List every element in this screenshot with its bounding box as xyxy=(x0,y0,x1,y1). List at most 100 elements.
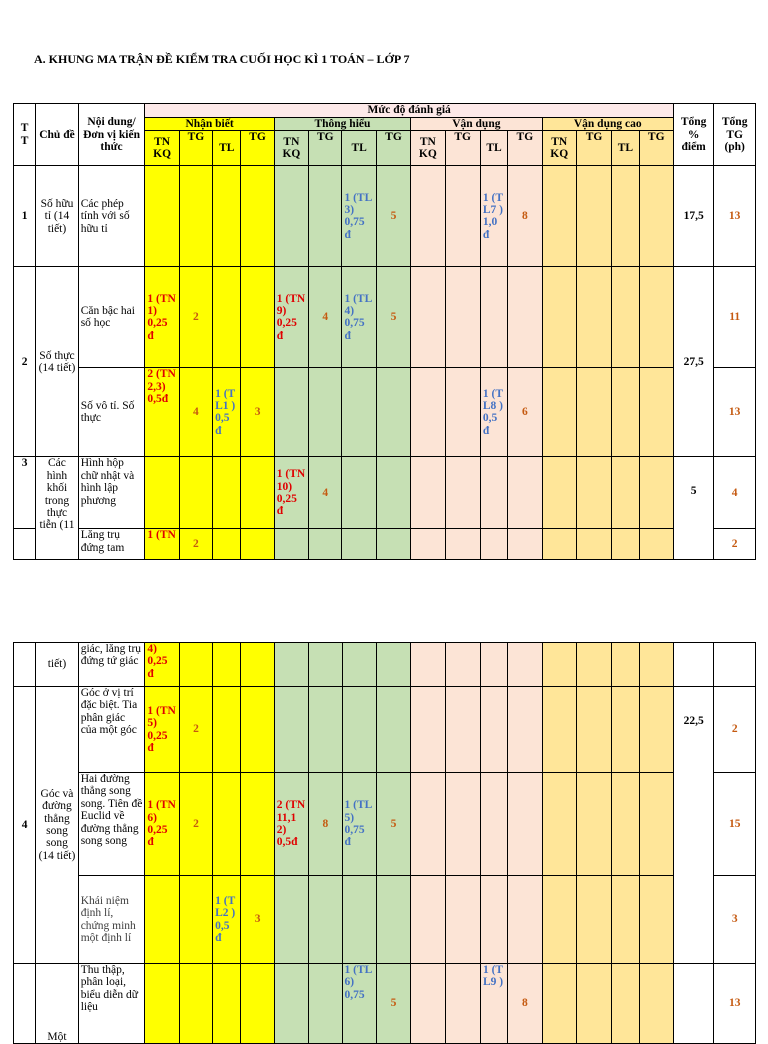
header-topic: Chủ đề xyxy=(35,102,79,167)
vd-tl-cell: 1 (T L8 ) 0,5 đ xyxy=(479,367,509,458)
th-tn-tg-cell: 8 xyxy=(308,772,343,876)
topic-cell: tiết) xyxy=(35,642,79,687)
header-total-percent: Tổng % điểm xyxy=(672,102,715,167)
table-row: Khái niệm định lí, chứng minh một định l… xyxy=(14,875,756,964)
total-time-cell: 3 xyxy=(713,875,756,964)
unit-cell: Căn bậc hai số học xyxy=(77,266,146,369)
table-row: Số vô tỉ. Số thực 2 (TN 2,3) 0,5đ 4 1 (T… xyxy=(14,367,756,458)
subheader-tg: TG xyxy=(178,130,214,167)
subheader-tnkq: TN KQ xyxy=(541,130,577,167)
total-time-cell: 2 xyxy=(713,528,756,561)
th-tl-tg-cell: 5 xyxy=(375,266,412,369)
th-tn-cell: 2 (TN 11,1 2) 0,5đ xyxy=(273,772,310,876)
nb-tn-tg-cell: 4 xyxy=(178,367,214,458)
unit-cell: Số vô tỉ. Số thực xyxy=(77,367,146,458)
nb-tn-cell: 2 (TN 2,3) 0,5đ xyxy=(144,367,180,458)
th-tl-cell: 1 (TL 3) 0,75 đ xyxy=(341,165,377,268)
unit-cell: Thu thập, phân loại, biểu diễn dữ liệu xyxy=(77,963,146,1044)
nb-tl-tg-cell: 3 xyxy=(240,367,275,458)
nb-tn-tg-cell: 2 xyxy=(178,772,214,876)
nb-tl-cell: 1 (T L2 ) 0,5 đ xyxy=(212,875,242,964)
row-number: 2 xyxy=(12,266,37,458)
subheader-tnkq: TN KQ xyxy=(410,130,446,167)
nb-tn-cell: 1 (TN 1) 0,25 đ xyxy=(144,266,180,369)
total-percent-cell: 22,5 xyxy=(672,686,715,964)
subheader-tg: TG xyxy=(375,130,412,167)
subheader-tl: TL xyxy=(212,130,242,167)
nb-tn-tg-cell: 2 xyxy=(178,686,214,773)
topic-cell: Góc và đường thẳng song song (14 tiết) xyxy=(35,686,79,964)
unit-cell: Hai đường thẳng song song. Tiên đề Eucli… xyxy=(77,772,146,876)
vd-tl-tg-cell: 8 xyxy=(507,963,543,1044)
table-row: 4 Góc và đường thẳng song song (14 tiết)… xyxy=(12,686,756,964)
header-total-time: Tổng TG (ph) xyxy=(713,102,756,167)
header-nhan-biet: Nhận biết xyxy=(144,116,275,132)
topic-cell: Số hữu tỉ (14 tiết) xyxy=(35,165,79,268)
subheader-tl: TL xyxy=(479,130,509,167)
total-time-cell: 13 xyxy=(713,963,756,1044)
unit-cell: Lăng trụ đứng tam xyxy=(77,528,146,561)
header-van-dung-cao: Vận dụng cao xyxy=(541,116,674,132)
th-tn-cell: 1 (TN 9) 0,25 đ xyxy=(273,266,310,369)
subheader-tnkq: TN KQ xyxy=(273,130,310,167)
header-tt: T T xyxy=(12,102,37,167)
unit-cell: Hình hộp chữ nhật và hình lập phương xyxy=(77,456,146,530)
nb-tn-tg-cell: 2 xyxy=(178,266,214,369)
unit-cell: Khái niệm định lí, chứng minh một định l… xyxy=(77,875,146,964)
nb-tn-tg-cell: 2 xyxy=(178,528,214,561)
header-thong-hieu: Thông hiểu xyxy=(273,116,412,132)
subheader-tl: TL xyxy=(611,130,640,167)
table-row: Hai đường thẳng song song. Tiên đề Eucli… xyxy=(14,772,756,876)
row-number: 4 xyxy=(12,686,37,964)
th-tn-cell: 1 (TN 10) 0,25 đ xyxy=(273,456,310,530)
nb-tl-tg-cell: 3 xyxy=(240,875,275,964)
unit-cell: Các phép tính với số hữu tỉ xyxy=(77,165,146,268)
subheader-tnkq: TN KQ xyxy=(144,130,180,167)
table-row: 2 Số thực (14 tiết) Căn bậc hai số học 1… xyxy=(12,266,756,458)
th-tl-tg-cell: 5 xyxy=(375,772,412,876)
row-number: 1 xyxy=(12,165,37,268)
table-row: 3 Các hình khối trong thực tiễn (11 Hình… xyxy=(12,456,756,561)
unit-cell: giác, lăng trụ đứng tứ giác xyxy=(77,642,146,687)
th-tn-tg-cell: 4 xyxy=(308,456,343,530)
header-assessment-level: Mức độ đánh giá xyxy=(144,103,674,118)
subheader-tg: TG xyxy=(308,130,343,167)
subheader-tg: TG xyxy=(444,130,481,167)
matrix-table-part-2: tiết) giác, lăng trụ đứng tứ giác 4) 0,2… xyxy=(12,642,756,1044)
nb-tn-cell: 1 (TN xyxy=(144,528,180,561)
total-time-cell: 11 xyxy=(713,266,756,369)
total-time-cell: 2 xyxy=(713,686,756,773)
nb-tn-cell: 1 (TN 6) 0,25 đ xyxy=(144,772,180,876)
header-unit: Nội dung/Đơn vị kiến thức xyxy=(77,102,146,167)
nb-tn-cell: 4) 0,25 đ xyxy=(144,642,180,687)
unit-cell: Góc ở vị trí đặc biệt. Tia phân giác của… xyxy=(77,686,146,773)
table-row: 1 Số hữu tỉ (14 tiết) Các phép tính với … xyxy=(12,165,756,268)
page-title: A. KHUNG MA TRẬN ĐỀ KIỂM TRA CUỐI HỌC KÌ… xyxy=(34,52,410,66)
subheader-tg: TG xyxy=(575,130,613,167)
nb-tl-cell: 1 (T L1 ) 0,5 đ xyxy=(212,367,242,458)
vd-tl-cell: 1 (T L7 ) 1,0 đ xyxy=(479,165,509,268)
th-tn-tg-cell: 4 xyxy=(308,266,343,369)
table-row: Một Thu thập, phân loại, biểu diễn dữ li… xyxy=(12,963,756,1044)
total-time-cell: 13 xyxy=(713,367,756,458)
th-tl-cell: 1 (TL 6) 0,75 xyxy=(341,963,377,1044)
table-row: tiết) giác, lăng trụ đứng tứ giác 4) 0,2… xyxy=(12,642,756,687)
vd-tl-cell: 1 (T L9 ) xyxy=(479,963,509,1044)
th-tl-tg-cell: 5 xyxy=(375,963,412,1044)
subheader-tg: TG xyxy=(507,130,543,167)
matrix-table-part-1: T T Chủ đề Nội dung/Đơn vị kiến thức Mức… xyxy=(12,102,756,561)
total-time-cell: 15 xyxy=(713,772,756,876)
row-number: 3 xyxy=(12,456,37,530)
total-time-cell: 4 xyxy=(713,456,756,530)
th-tl-tg-cell: 5 xyxy=(375,165,412,268)
subheader-tg: TG xyxy=(240,130,275,167)
subheader-tl: TL xyxy=(341,130,377,167)
header-van-dung: Vận dụng xyxy=(410,116,543,132)
th-tl-cell: 1 (TL 4) 0,75 đ xyxy=(341,266,377,369)
subheader-tg: TG xyxy=(638,130,674,167)
topic-cell: Một xyxy=(35,963,79,1044)
table-row: Lăng trụ đứng tam 1 (TN 2 2 xyxy=(12,528,756,561)
total-percent-cell: 27,5 xyxy=(672,266,715,458)
topic-cell: Số thực (14 tiết) xyxy=(35,266,79,458)
total-time-cell: 13 xyxy=(713,165,756,268)
